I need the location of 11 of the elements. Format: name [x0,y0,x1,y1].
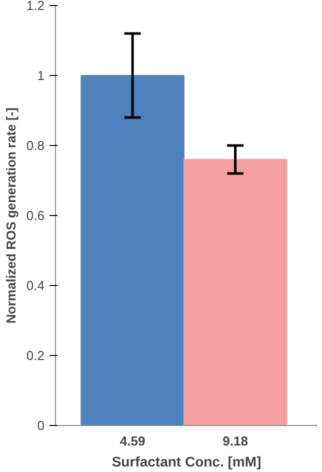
y-tick-label: 0 [37,418,45,433]
y-tick-label: 1.2 [26,0,45,13]
x-axis-title: Surfactant Conc. [mM] [112,454,262,470]
y-tick-label: 1 [37,68,45,83]
y-tick-label: 0.2 [26,348,45,363]
y-tick-label: 0.4 [26,278,45,293]
y-tick-label: 0.6 [26,208,45,223]
x-tick-label: 4.59 [120,434,146,448]
y-axis-title: Normalized ROS generation rate [-] [3,108,18,324]
x-tick-label: 9.18 [222,434,248,448]
y-tick-label: 0.8 [26,138,45,153]
